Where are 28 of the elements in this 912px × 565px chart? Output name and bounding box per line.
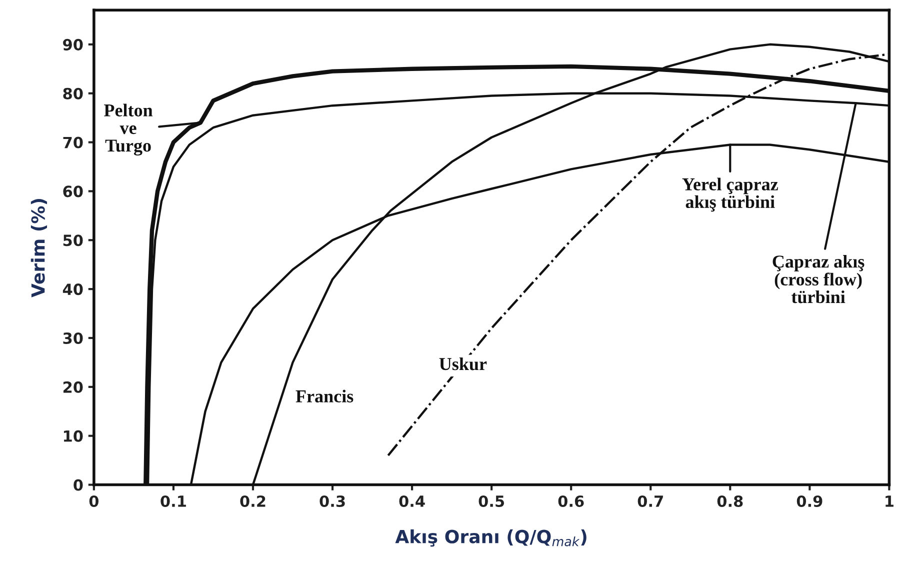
y-tick-label: 50 bbox=[63, 234, 83, 246]
y-axis-title: Verim (%) bbox=[30, 199, 47, 298]
y-tick-label: 10 bbox=[64, 430, 83, 442]
x-tick-label: 0.7 bbox=[638, 495, 663, 508]
y-tick-label: 40 bbox=[62, 284, 83, 296]
annotation: Pelton ve Turgo bbox=[104, 104, 153, 156]
annotation: Yerel çapraz akış türbini bbox=[682, 178, 778, 212]
y-tick-label: 0 bbox=[74, 479, 83, 491]
annotation: Uskur bbox=[439, 357, 487, 370]
y-tick-label: 70 bbox=[63, 136, 83, 148]
y-tick-label: 30 bbox=[63, 332, 83, 344]
x-tick-label: 0.8 bbox=[717, 495, 743, 508]
x-tick-label: 0.6 bbox=[558, 495, 584, 508]
x-tick-label: 0 bbox=[89, 495, 99, 508]
x-tick-label: 0.9 bbox=[796, 495, 822, 508]
x-axis-title: Akış Oranı (Q/Q$_{mak}$) bbox=[395, 529, 586, 547]
y-tick-label: 60 bbox=[63, 186, 83, 198]
x-tick-label: 0.1 bbox=[160, 495, 186, 508]
y-tick-label: 20 bbox=[63, 381, 83, 393]
y-tick-label: 80 bbox=[63, 88, 83, 100]
x-tick-label: 0.5 bbox=[478, 495, 504, 508]
x-tick-label: 1 bbox=[886, 496, 894, 507]
annotation: Çapraz akış (cross flow) türbini bbox=[772, 254, 864, 304]
x-tick-label: 0.3 bbox=[320, 495, 345, 508]
y-tick-label: 90 bbox=[63, 38, 83, 50]
annotation: Francis bbox=[296, 390, 354, 402]
x-tick-label: 0.4 bbox=[399, 495, 425, 508]
x-tick-label: 0.2 bbox=[240, 495, 266, 508]
